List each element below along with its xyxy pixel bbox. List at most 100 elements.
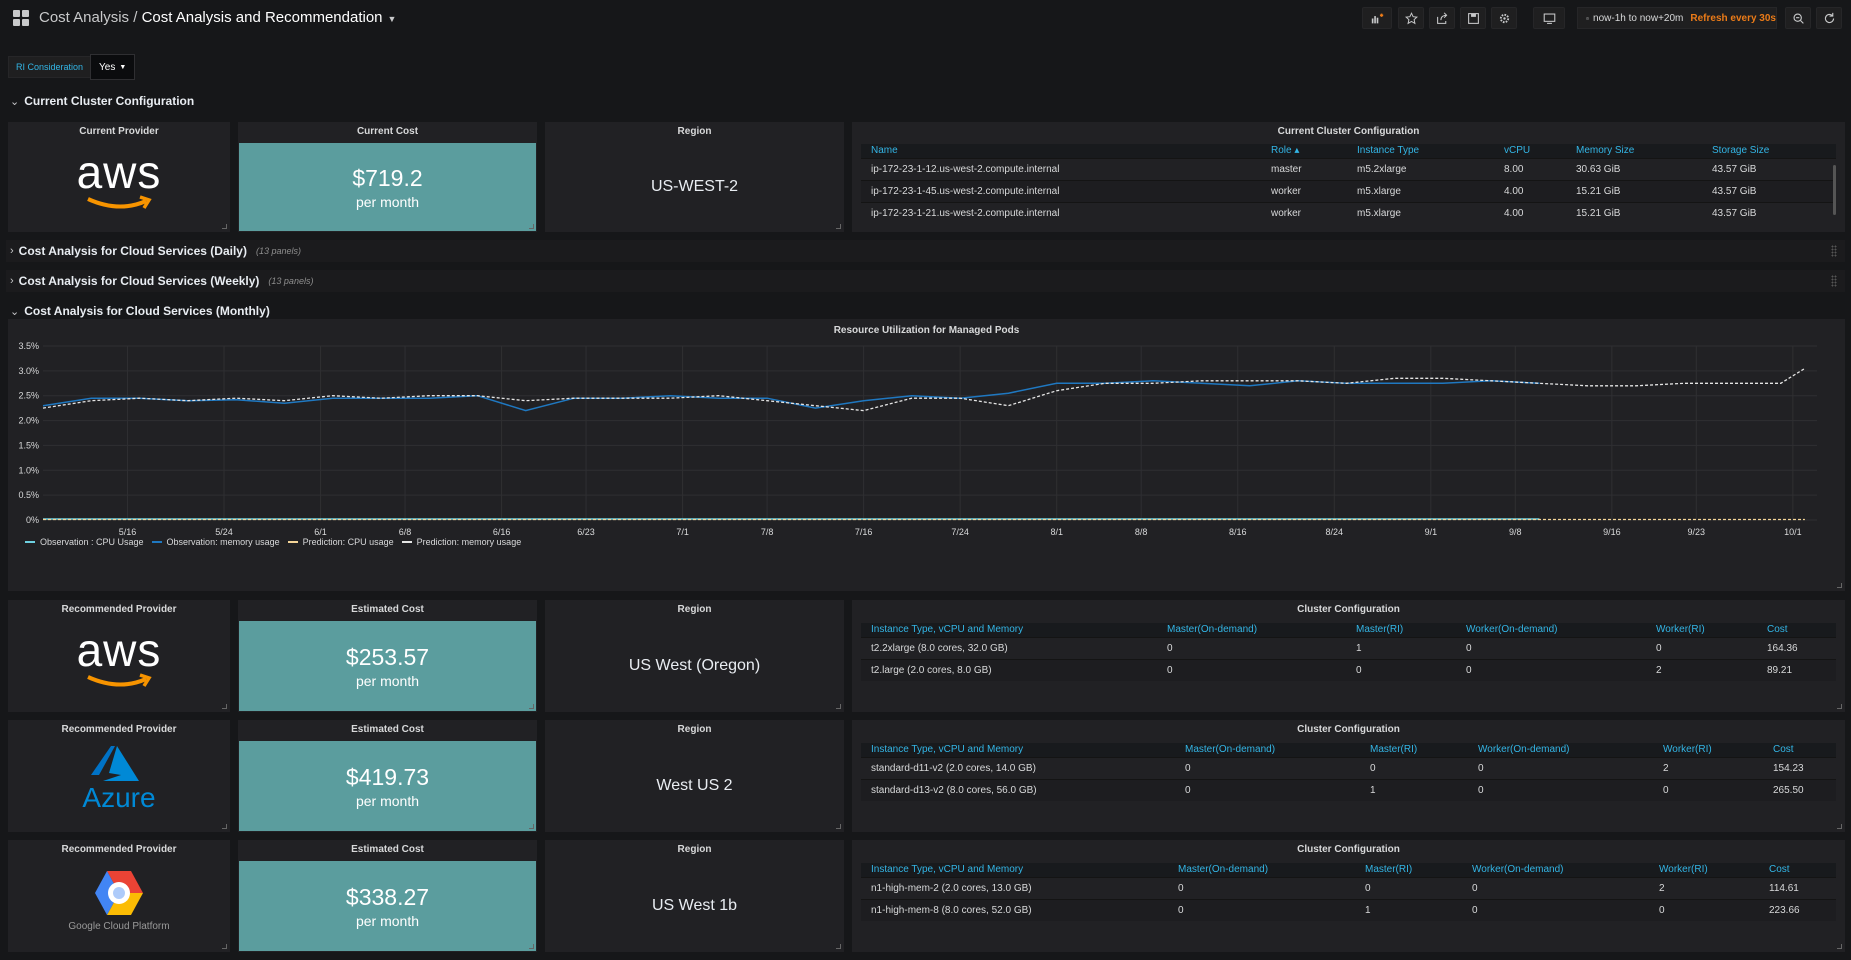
dashboard-title[interactable]: Cost Analysis and Recommendation — [141, 9, 383, 26]
table-cell: 0 — [1175, 756, 1360, 779]
drag-handle-icon[interactable] — [1831, 275, 1837, 287]
panel-title: Estimated Cost — [351, 844, 424, 855]
table-cell: ip-172-23-1-21.us-west-2.compute.interna… — [861, 201, 1261, 224]
table-cell: 4.00 — [1494, 201, 1566, 224]
panel-resize-handle[interactable] — [1837, 824, 1842, 829]
column-header-memory-size[interactable]: Memory Size — [1566, 144, 1702, 158]
chevron-right-icon: › — [10, 245, 14, 257]
column-header[interactable]: Master(On-demand) — [1157, 623, 1346, 637]
table-cell: 43.57 GiB — [1702, 201, 1836, 224]
x-tick-label: 8/16 — [1229, 527, 1247, 537]
column-header[interactable]: Worker(RI) — [1646, 623, 1757, 637]
column-header[interactable]: Worker(On-demand) — [1456, 623, 1646, 637]
settings-button[interactable] — [1491, 7, 1517, 29]
panel-resize-handle[interactable] — [836, 824, 841, 829]
column-header[interactable]: Worker(On-demand) — [1462, 863, 1649, 877]
resource-utilization-panel: Resource Utilization for Managed Pods 3.… — [8, 319, 1845, 591]
time-picker-button[interactable]: now-1h to now+20m Refresh every 30s — [1577, 7, 1777, 29]
recommended-provider-panel: Recommended Provider Azure — [8, 720, 230, 832]
resource-utilization-chart[interactable]: 3.5% 3.0% 2.5% 2.0% 1.5% 1.0% 0.5% 0% 5/16 5/24 6/… — [9, 320, 1846, 592]
azure-logo: Azure — [9, 745, 229, 813]
column-header[interactable]: Master(RI) — [1360, 743, 1468, 757]
y-tick-label: 3.0% — [18, 366, 39, 376]
column-header-instance-type[interactable]: Instance Type — [1347, 144, 1494, 158]
panel-title: Recommended Provider — [61, 724, 177, 735]
tv-mode-button[interactable] — [1533, 7, 1565, 29]
settings-icon — [1499, 13, 1509, 23]
legend-item[interactable]: Observation : CPU Usage — [25, 537, 144, 547]
panel-title: Cluster Configuration — [1297, 724, 1400, 735]
breadcrumb[interactable]: Cost Analysis / Cost Analysis and Recomm… — [39, 9, 396, 26]
column-header[interactable]: Cost — [1759, 863, 1836, 877]
column-header[interactable]: Instance Type, vCPU and Memory — [861, 623, 1157, 637]
panel-resize-handle[interactable] — [836, 704, 841, 709]
aws-logo: aws — [9, 627, 229, 694]
legend-item[interactable]: Prediction: CPU usage — [287, 537, 394, 547]
column-header[interactable]: Instance Type, vCPU and Memory — [861, 863, 1168, 877]
column-header[interactable]: Worker(RI) — [1653, 743, 1763, 757]
stat-value: $719.2 — [352, 165, 423, 191]
zoom-out-button[interactable] — [1785, 7, 1811, 29]
table-cell: 223.66 — [1759, 898, 1836, 921]
row-daily-bar[interactable]: › Cost Analysis for Cloud Services (Daily… — [6, 240, 1845, 262]
row-weekly-bar[interactable]: › Cost Analysis for Cloud Services (Weekl… — [6, 270, 1845, 292]
cluster-configuration-table: Instance Type, vCPU and Memory Master(On-… — [861, 863, 1836, 921]
panel-resize-handle[interactable] — [1837, 944, 1842, 949]
table-cell: 2 — [1653, 756, 1763, 779]
table-cell: 0 — [1462, 898, 1649, 921]
add-panel-button[interactable] — [1362, 7, 1392, 29]
column-header[interactable]: Master(RI) — [1346, 623, 1456, 637]
column-header-role[interactable]: Role ▴ — [1261, 144, 1347, 158]
chevron-right-icon: › — [10, 275, 14, 287]
table-cell: 0 — [1157, 658, 1346, 681]
panel-resize-handle[interactable] — [222, 704, 227, 709]
star-icon — [1404, 11, 1418, 24]
panel-resize-handle[interactable] — [529, 704, 534, 709]
variable-select-ri-consideration[interactable]: Yes ▼ — [90, 54, 136, 80]
row-cost-analysis-daily[interactable]: › Cost Analysis for Cloud Services (Daily… — [10, 244, 301, 258]
column-header[interactable]: Instance Type, vCPU and Memory — [861, 743, 1175, 757]
panel-resize-handle[interactable] — [529, 224, 534, 229]
column-header[interactable]: Worker(On-demand) — [1468, 743, 1653, 757]
panel-resize-handle[interactable] — [222, 824, 227, 829]
column-header[interactable]: Master(On-demand) — [1168, 863, 1355, 877]
dashboard-grid-icon[interactable] — [13, 10, 29, 26]
column-header[interactable]: Cost — [1757, 623, 1836, 637]
panel-title: Current Cluster Configuration — [1277, 126, 1420, 137]
table-row: standard-d11-v2 (2.0 cores, 14.0 GB) 0 0 0 2… — [861, 756, 1836, 779]
column-header[interactable]: Cost — [1763, 743, 1836, 757]
x-tick-label: 9/16 — [1603, 527, 1621, 537]
drag-handle-icon[interactable] — [1831, 245, 1837, 257]
column-header-storage-size[interactable]: Storage Size — [1702, 144, 1836, 158]
share-button[interactable] — [1429, 7, 1455, 29]
panel-resize-handle[interactable] — [836, 944, 841, 949]
caret-down-icon[interactable]: ▼ — [387, 14, 397, 24]
x-tick-label: 9/8 — [1509, 527, 1522, 537]
refresh-button[interactable] — [1816, 7, 1842, 29]
column-header[interactable]: Worker(RI) — [1649, 863, 1759, 877]
star-button[interactable] — [1398, 7, 1424, 29]
column-header[interactable]: Master(RI) — [1355, 863, 1462, 877]
table-cell: 154.23 — [1763, 756, 1836, 779]
panel-resize-handle[interactable] — [222, 944, 227, 949]
column-header-vcpu[interactable]: vCPU — [1494, 144, 1566, 158]
save-button[interactable] — [1460, 7, 1486, 29]
row-cost-analysis-weekly[interactable]: › Cost Analysis for Cloud Services (Weekl… — [10, 274, 313, 288]
legend-item[interactable]: Observation: memory usage — [151, 537, 280, 547]
column-header[interactable]: Master(On-demand) — [1175, 743, 1360, 757]
column-header-name[interactable]: Name — [861, 144, 1261, 158]
table-scrollbar[interactable] — [1833, 165, 1836, 215]
row-current-cluster-configuration[interactable]: ⌄ Current Cluster Configuration — [10, 94, 194, 108]
panel-resize-handle[interactable] — [1837, 704, 1842, 709]
table-cell: 2 — [1649, 876, 1759, 899]
x-tick-label: 7/24 — [951, 527, 969, 537]
row-cost-analysis-monthly[interactable]: ⌄ Cost Analysis for Cloud Services (Month… — [10, 304, 270, 318]
breadcrumb-folder[interactable]: Cost Analysis — [39, 9, 130, 26]
legend-item[interactable]: Prediction: memory usage — [401, 537, 521, 547]
panel-resize-handle[interactable] — [836, 224, 841, 229]
panel-resize-handle[interactable] — [1837, 583, 1842, 588]
panel-resize-handle[interactable] — [529, 944, 534, 949]
table-cell: 8.00 — [1494, 157, 1566, 180]
panel-resize-handle[interactable] — [529, 824, 534, 829]
panel-resize-handle[interactable] — [222, 224, 227, 229]
